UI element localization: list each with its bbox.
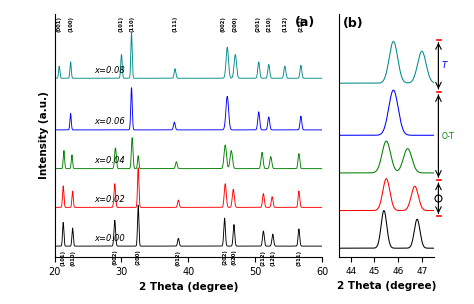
Text: (111): (111) (173, 16, 178, 32)
Text: T: T (442, 61, 447, 70)
Text: x=0.04: x=0.04 (95, 156, 126, 165)
Text: (100): (100) (68, 16, 73, 32)
Text: (002): (002) (220, 16, 225, 32)
Text: (311): (311) (296, 250, 301, 266)
Text: (101): (101) (61, 250, 66, 266)
Text: (001): (001) (57, 16, 62, 32)
Text: (121): (121) (270, 250, 275, 266)
X-axis label: 2 Theta (degree): 2 Theta (degree) (337, 281, 436, 291)
Text: x=0.06: x=0.06 (95, 117, 126, 126)
Text: (201): (201) (255, 16, 261, 32)
Text: (110): (110) (129, 16, 134, 32)
Text: (112): (112) (283, 16, 287, 32)
Text: (b): (b) (342, 17, 363, 29)
Text: O-T: O-T (442, 132, 455, 140)
Text: (002): (002) (112, 250, 117, 265)
Text: x=0.02: x=0.02 (95, 195, 126, 204)
Text: x=0.08: x=0.08 (95, 66, 126, 75)
Y-axis label: Intensity (a.u.): Intensity (a.u.) (39, 91, 49, 179)
Text: (101): (101) (118, 16, 123, 32)
Text: x=0.00: x=0.00 (95, 234, 126, 243)
Text: (012): (012) (176, 250, 181, 266)
Text: (212): (212) (261, 250, 266, 266)
Text: (211): (211) (299, 16, 303, 32)
Text: (a): (a) (295, 16, 316, 29)
Text: (200): (200) (233, 16, 238, 32)
Text: (010): (010) (70, 250, 75, 266)
X-axis label: 2 Theta (degree): 2 Theta (degree) (139, 282, 238, 292)
Text: (020): (020) (231, 250, 237, 265)
Text: (200): (200) (136, 250, 141, 265)
Text: (202): (202) (222, 250, 227, 265)
Text: (210): (210) (266, 16, 271, 32)
